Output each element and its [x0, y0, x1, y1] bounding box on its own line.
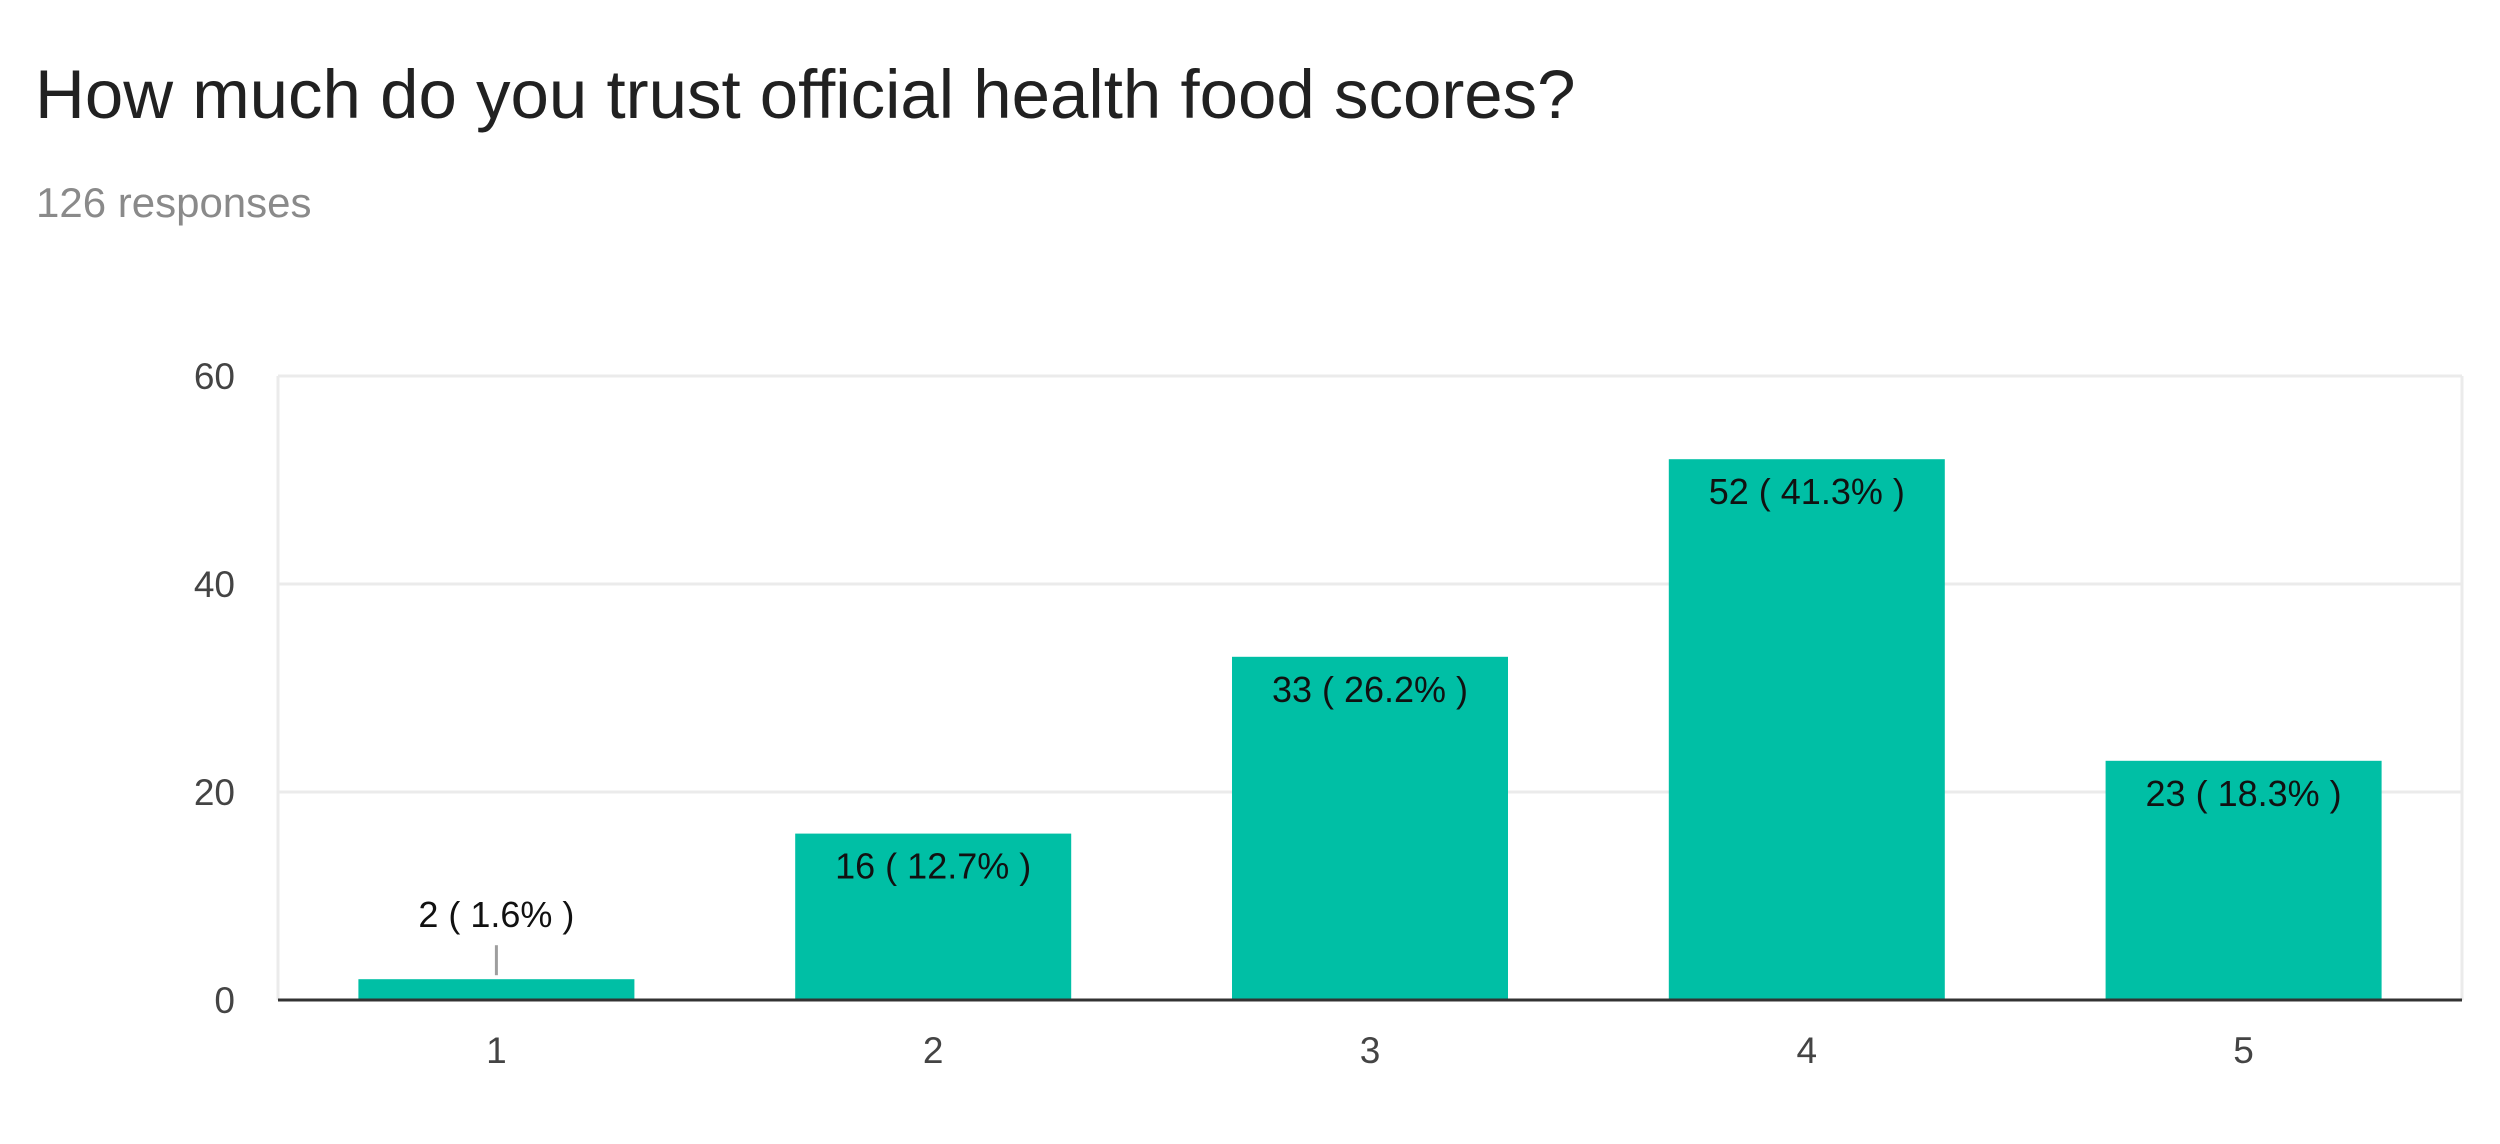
bar	[1668, 459, 1945, 1000]
axes: 0 20 40 60 1 2 3 4 5	[194, 356, 2462, 1071]
data-label: 52 ( 41.3% )	[1709, 471, 1905, 512]
response-count: 126 responses	[36, 179, 312, 226]
data-label: 2 ( 1.6% )	[418, 894, 574, 935]
y-tick-label: 0	[214, 980, 235, 1021]
chart-title: How much do you trust official health fo…	[35, 56, 1576, 133]
y-tick-label: 60	[194, 356, 235, 397]
data-label: 23 ( 18.3% )	[2146, 773, 2342, 814]
data-label: 16 ( 12.7% )	[835, 846, 1031, 887]
x-tick-label: 4	[1797, 1030, 1818, 1071]
y-tick-label: 40	[194, 564, 235, 605]
bar	[358, 979, 635, 1000]
x-tick-label: 2	[923, 1030, 944, 1071]
bar	[795, 833, 1072, 1000]
x-tick-label: 5	[2233, 1030, 2254, 1071]
data-label: 33 ( 26.2% )	[1272, 669, 1468, 710]
y-tick-label: 20	[194, 772, 235, 813]
x-tick-label: 1	[486, 1030, 507, 1071]
bars	[358, 459, 2382, 1000]
bar	[1232, 656, 1508, 1000]
x-tick-label: 3	[1360, 1030, 1381, 1071]
bar	[2105, 760, 2382, 1000]
data-labels: 2 ( 1.6% ) 16 ( 12.7% ) 33 ( 26.2% ) 52 ( 4…	[418, 471, 2342, 976]
